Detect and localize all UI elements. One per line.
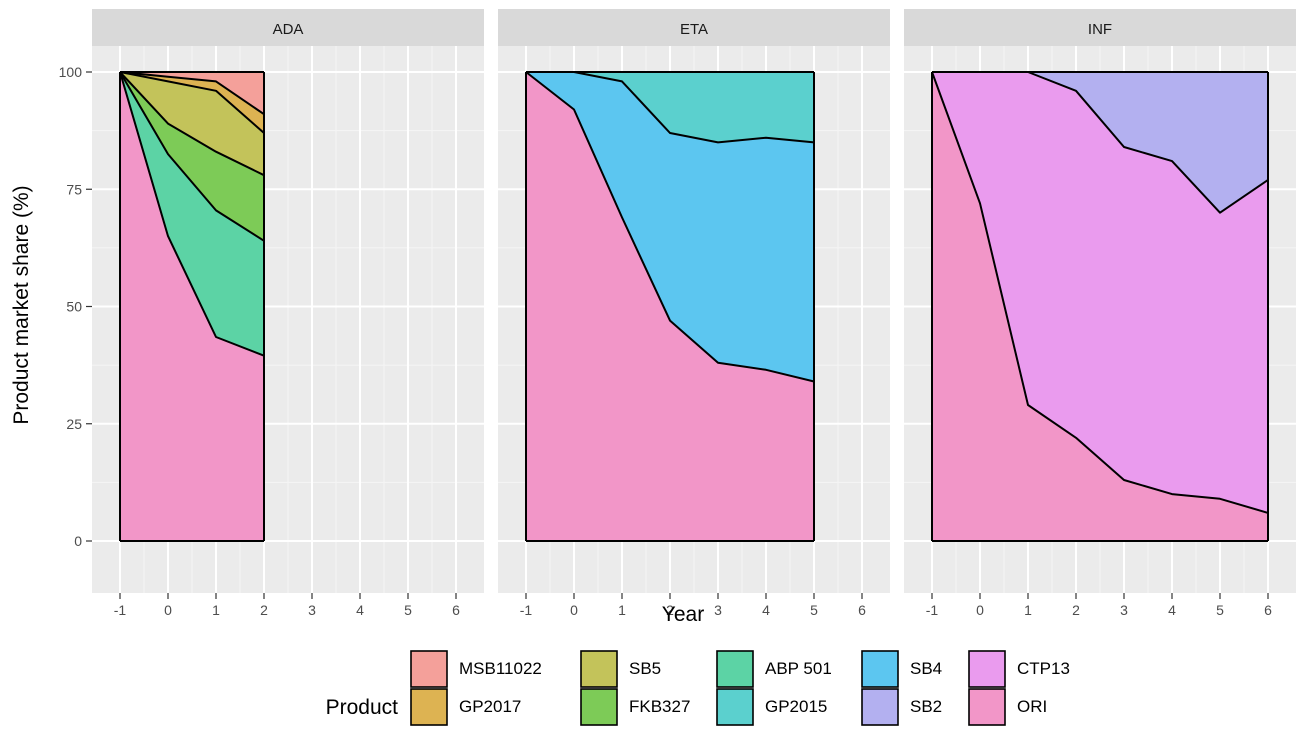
y-axis: 0 25 50 75 100 xyxy=(59,64,92,549)
legend-item-ctp13: CTP13 xyxy=(968,650,1070,688)
area-gp2017 xyxy=(120,72,264,133)
legend-key xyxy=(580,688,618,726)
legend: Product MSB11022 GP2017 SB5 FKB327 ABP 501 GP… xyxy=(326,650,1070,726)
legend-label: MSB11022 xyxy=(459,659,542,678)
panel-eta: ETA -1 0 1 2 3 4 5 6 xyxy=(498,9,890,618)
area-boundary-line xyxy=(119,71,265,177)
x-tick-label: 2 xyxy=(666,602,674,618)
x-tick-label: -1 xyxy=(926,602,939,618)
x-tick-label: 5 xyxy=(810,602,818,618)
x-tick-label: 4 xyxy=(762,602,770,618)
area-sb4 xyxy=(526,72,814,382)
x-tick-label: 0 xyxy=(570,602,578,618)
facet-strip xyxy=(92,9,484,46)
x-tick-label: 0 xyxy=(976,602,984,618)
legend-key xyxy=(968,688,1006,726)
legend-label: SB2 xyxy=(910,697,942,716)
area-sb5 xyxy=(120,72,264,176)
x-tick-label: -1 xyxy=(114,602,127,618)
area-boundary-line xyxy=(119,71,265,242)
y-tick-label: 75 xyxy=(66,181,82,197)
panel-ada: ADA -1 0 1 2 3 4 5 6 xyxy=(92,9,484,618)
legend-item-msb11022: MSB11022 xyxy=(410,650,542,688)
area-boundary-line xyxy=(525,71,815,383)
facet-strip-label: INF xyxy=(1088,21,1112,38)
x-tick-label: 2 xyxy=(1072,602,1080,618)
area-boundary-line xyxy=(119,71,265,116)
legend-key xyxy=(410,688,448,726)
area-msb11022 xyxy=(120,72,264,115)
legend-label: GP2015 xyxy=(765,697,827,716)
area-gp2015 xyxy=(526,72,814,143)
legend-key xyxy=(580,650,618,688)
legend-label: GP2017 xyxy=(459,697,521,716)
x-tick-label: 1 xyxy=(1024,602,1032,618)
area-ori xyxy=(120,72,264,541)
legend-key xyxy=(861,688,899,726)
area-ori xyxy=(526,72,814,541)
legend-item-fkb327: FKB327 xyxy=(580,688,690,726)
x-tick-label: 4 xyxy=(1168,602,1176,618)
facet-strip-label: ETA xyxy=(680,21,708,38)
y-tick-label: 0 xyxy=(74,533,82,549)
legend-key xyxy=(968,650,1006,688)
chart-panels: ADA -1 0 1 2 3 4 5 6 ETA -1 0 1 2 3 4 5 6 INF -1 0 1 2 3 4 5 6 xyxy=(92,9,1296,618)
legend-label: FKB327 xyxy=(629,697,690,716)
area-boundary-line xyxy=(931,71,1269,514)
x-tick-label: 6 xyxy=(452,602,460,618)
legend-item-ori: ORI xyxy=(968,688,1047,726)
area-abp-501 xyxy=(120,72,264,356)
legend-item-sb2: SB2 xyxy=(861,688,942,726)
x-tick-label: -1 xyxy=(520,602,533,618)
x-tick-label: 1 xyxy=(212,602,220,618)
x-tick-label: 3 xyxy=(1120,602,1128,618)
x-tick-label: 6 xyxy=(1264,602,1272,618)
area-sb2 xyxy=(932,72,1268,213)
legend-item-abp-501: ABP 501 xyxy=(716,650,832,688)
legend-title: Product xyxy=(326,696,399,719)
legend-label: SB5 xyxy=(629,659,661,678)
area-fkb327 xyxy=(120,72,264,241)
legend-item-sb4: SB4 xyxy=(861,650,942,688)
legend-item-sb5: SB5 xyxy=(580,650,661,688)
x-tick-label: 0 xyxy=(164,602,172,618)
legend-key xyxy=(410,650,448,688)
legend-key xyxy=(861,650,899,688)
x-tick-label: 1 xyxy=(618,602,626,618)
facet-strip xyxy=(498,9,890,46)
x-tick-label: 5 xyxy=(404,602,412,618)
legend-label: ABP 501 xyxy=(765,659,832,678)
legend-item-gp2015: GP2015 xyxy=(716,688,827,726)
y-tick-label: 25 xyxy=(66,416,82,432)
legend-key xyxy=(716,688,754,726)
area-ctp13 xyxy=(932,72,1268,513)
y-tick-label: 100 xyxy=(59,64,83,80)
legend-label: CTP13 xyxy=(1017,659,1070,678)
x-tick-label: 3 xyxy=(308,602,316,618)
facet-strip xyxy=(904,9,1296,46)
panel-inf: INF -1 0 1 2 3 4 5 6 xyxy=(904,9,1296,618)
x-tick-label: 5 xyxy=(1216,602,1224,618)
x-tick-label: 3 xyxy=(714,602,722,618)
legend-label: ORI xyxy=(1017,697,1047,716)
x-tick-label: 2 xyxy=(260,602,268,618)
legend-label: SB4 xyxy=(910,659,942,678)
facet-strip-label: ADA xyxy=(273,21,304,38)
x-axis-label: Year xyxy=(662,603,704,626)
area-boundary-line xyxy=(119,71,265,134)
x-tick-label: 4 xyxy=(356,602,364,618)
legend-items: MSB11022 GP2017 SB5 FKB327 ABP 501 GP2015 SB4 S… xyxy=(410,650,1070,726)
legend-key xyxy=(716,650,754,688)
area-ori xyxy=(932,72,1268,541)
y-tick-label: 50 xyxy=(66,299,82,315)
y-axis-label: Product market share (%) xyxy=(10,185,33,424)
legend-item-gp2017: GP2017 xyxy=(410,688,521,726)
x-tick-label: 6 xyxy=(858,602,866,618)
area-boundary-line xyxy=(119,71,265,357)
